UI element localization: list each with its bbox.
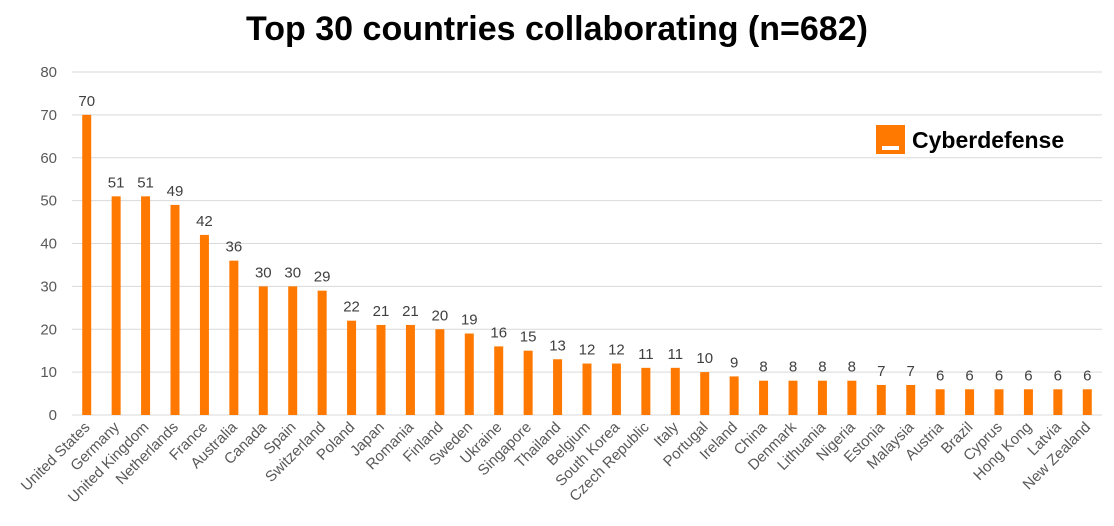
data-label: 16: [490, 324, 507, 341]
data-label: 6: [1024, 367, 1032, 384]
data-label: 20: [432, 307, 449, 324]
data-label: 21: [402, 303, 419, 320]
chart-title: Top 30 countries collaborating (n=682): [246, 10, 868, 48]
y-tick-label: 80: [40, 64, 57, 81]
bar: [847, 380, 857, 415]
data-label: 8: [789, 359, 797, 376]
bar: [141, 196, 151, 415]
bar: [82, 114, 92, 415]
data-label: 42: [196, 213, 213, 230]
data-label: 11: [667, 346, 683, 363]
data-label: 36: [226, 239, 243, 256]
data-label: 11: [638, 346, 654, 363]
data-label: 8: [848, 359, 856, 376]
bar: [111, 196, 121, 415]
bar: [876, 384, 886, 415]
data-labels: 70 51 51 49 42 36 30 30 29 22 21 21 20 19 16 15 13 12 12 11…: [78, 93, 1091, 384]
y-tick-label: 40: [40, 236, 57, 253]
bar: [553, 359, 563, 415]
bar: [788, 380, 798, 415]
brand-name: Cyberdefense: [912, 127, 1064, 153]
data-label: 9: [730, 354, 738, 371]
data-label: 30: [284, 264, 301, 281]
data-label: 70: [78, 93, 95, 110]
data-label: 51: [137, 174, 154, 191]
bar: [170, 204, 180, 415]
data-label: 51: [108, 174, 125, 191]
bar: [435, 329, 445, 415]
bar: [1053, 389, 1063, 415]
bar: [965, 389, 975, 415]
y-tick-label: 10: [40, 364, 57, 381]
data-label: 10: [696, 350, 713, 367]
bar: [670, 367, 680, 415]
bar: [494, 346, 504, 415]
data-label: 12: [608, 342, 625, 359]
y-tick-label: 20: [40, 321, 57, 338]
bar: [317, 290, 327, 415]
data-label: 7: [877, 363, 885, 380]
y-tick-label: 60: [40, 150, 57, 167]
bar: [376, 324, 386, 415]
bar: [994, 389, 1004, 415]
data-label: 6: [1083, 367, 1091, 384]
data-label: 8: [818, 359, 826, 376]
data-label: 30: [255, 264, 272, 281]
bar: [611, 363, 621, 415]
gridlines: [72, 71, 1102, 416]
bar: [258, 286, 268, 415]
y-tick-label: 70: [40, 107, 57, 124]
bar: [523, 350, 533, 415]
orange-square-logo-icon: [876, 125, 905, 154]
bar: [464, 333, 474, 415]
data-label: 29: [314, 269, 331, 286]
data-label: 19: [461, 312, 478, 329]
data-label: 6: [1054, 367, 1062, 384]
data-label: 6: [965, 367, 973, 384]
bar: [582, 363, 592, 415]
bar: [347, 320, 357, 415]
data-label: 22: [343, 299, 360, 316]
bar: [700, 372, 710, 415]
bar: [759, 380, 769, 415]
data-label: 12: [579, 342, 596, 359]
brand-logo: Cyberdefense: [876, 125, 1064, 154]
bar: [641, 367, 651, 415]
bar: [229, 260, 239, 415]
bar: [288, 286, 298, 415]
data-label: 21: [373, 303, 390, 320]
bar: [405, 324, 415, 415]
y-axis-ticks: 0 10 20 30 40 50 60 70 80: [40, 64, 57, 424]
data-label: 6: [995, 367, 1003, 384]
bar: [199, 234, 209, 415]
bar: [817, 380, 827, 415]
bars: [82, 114, 1092, 415]
bar: [729, 376, 739, 415]
bar: [906, 384, 916, 415]
data-label: 15: [520, 329, 537, 346]
bar: [935, 389, 945, 415]
data-label: 7: [907, 363, 915, 380]
y-tick-label: 30: [40, 278, 57, 295]
y-tick-label: 50: [40, 193, 57, 210]
data-label: 8: [759, 359, 767, 376]
y-tick-label: 0: [49, 407, 57, 424]
data-label: 6: [936, 367, 944, 384]
data-label: 13: [549, 337, 566, 354]
bar: [1023, 389, 1033, 415]
bar: [1082, 389, 1092, 415]
data-label: 49: [167, 183, 184, 200]
